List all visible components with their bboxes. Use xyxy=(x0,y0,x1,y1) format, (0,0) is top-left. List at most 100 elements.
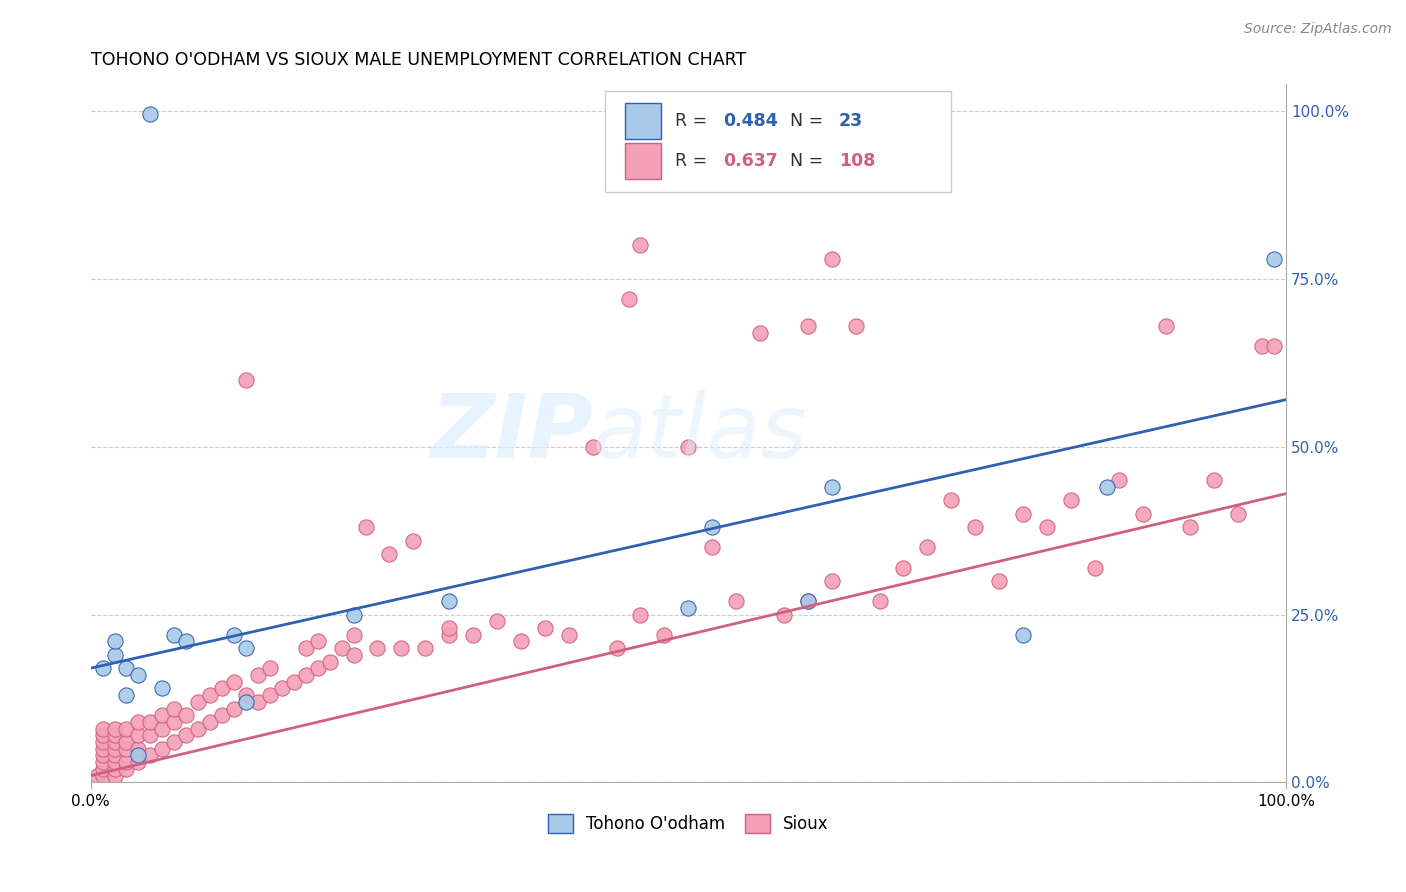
Point xyxy=(103,728,125,742)
Point xyxy=(115,661,138,675)
Point xyxy=(797,594,820,608)
Point xyxy=(869,594,891,608)
FancyBboxPatch shape xyxy=(624,143,661,179)
Point xyxy=(174,634,197,648)
Point xyxy=(103,722,125,736)
Point xyxy=(150,681,173,696)
Point xyxy=(294,641,316,656)
Point xyxy=(821,252,844,266)
Point xyxy=(702,520,724,534)
Point xyxy=(378,547,401,561)
Point xyxy=(115,741,138,756)
Point xyxy=(558,627,581,641)
Point xyxy=(1132,507,1154,521)
Point xyxy=(797,594,820,608)
Point xyxy=(91,748,114,763)
Point xyxy=(235,372,257,386)
Point xyxy=(163,701,186,715)
Text: Source: ZipAtlas.com: Source: ZipAtlas.com xyxy=(1244,22,1392,37)
FancyBboxPatch shape xyxy=(605,91,952,193)
Point xyxy=(139,107,162,121)
Point xyxy=(988,574,1011,588)
Point xyxy=(115,688,138,702)
Point xyxy=(330,641,353,656)
Point xyxy=(163,714,186,729)
Point xyxy=(127,714,149,729)
Point xyxy=(91,735,114,749)
Point xyxy=(654,627,676,641)
Point xyxy=(1012,507,1035,521)
Point xyxy=(1227,507,1250,521)
Point xyxy=(235,695,257,709)
Point xyxy=(103,748,125,763)
Legend: Tohono O'odham, Sioux: Tohono O'odham, Sioux xyxy=(547,814,830,833)
Text: R =: R = xyxy=(675,112,713,130)
Point xyxy=(797,318,820,333)
Point xyxy=(342,648,364,662)
Point xyxy=(1156,318,1178,333)
Point xyxy=(150,708,173,723)
Point xyxy=(127,741,149,756)
Point xyxy=(486,614,509,628)
Point xyxy=(259,688,281,702)
Point xyxy=(235,688,257,702)
Y-axis label: Male Unemployment: Male Unemployment xyxy=(0,354,7,513)
Point xyxy=(139,748,162,763)
Point xyxy=(91,741,114,756)
Point xyxy=(702,541,724,555)
Point xyxy=(115,755,138,769)
Point xyxy=(678,440,700,454)
Point xyxy=(606,641,628,656)
Point xyxy=(259,661,281,675)
Point xyxy=(174,708,197,723)
Point xyxy=(127,748,149,763)
Point xyxy=(103,634,125,648)
Text: 0.637: 0.637 xyxy=(723,152,778,170)
Point xyxy=(439,594,461,608)
Point xyxy=(354,520,377,534)
Text: N =: N = xyxy=(790,112,828,130)
Text: TOHONO O'ODHAM VS SIOUX MALE UNEMPLOYMENT CORRELATION CHART: TOHONO O'ODHAM VS SIOUX MALE UNEMPLOYMEN… xyxy=(90,51,745,69)
Point xyxy=(917,541,939,555)
Point xyxy=(91,762,114,776)
Point xyxy=(139,728,162,742)
Text: 23: 23 xyxy=(839,112,863,130)
Point xyxy=(1036,520,1059,534)
Point xyxy=(413,641,436,656)
Point xyxy=(1204,473,1226,487)
Point xyxy=(366,641,388,656)
Point xyxy=(115,762,138,776)
Point xyxy=(439,621,461,635)
Point xyxy=(163,627,186,641)
Point xyxy=(307,661,329,675)
Point xyxy=(270,681,292,696)
Point xyxy=(749,326,772,340)
Text: atlas: atlas xyxy=(593,390,807,476)
Point xyxy=(1095,480,1118,494)
Point xyxy=(630,238,652,252)
Point xyxy=(725,594,748,608)
Point xyxy=(115,735,138,749)
Text: 0.484: 0.484 xyxy=(723,112,778,130)
Point xyxy=(211,708,233,723)
Point xyxy=(821,574,844,588)
Point xyxy=(821,480,844,494)
Point xyxy=(187,722,209,736)
Point xyxy=(773,607,796,622)
Point xyxy=(103,755,125,769)
Point xyxy=(439,627,461,641)
Point xyxy=(150,741,173,756)
Point xyxy=(617,292,640,306)
Point xyxy=(91,722,114,736)
Point xyxy=(91,755,114,769)
Point xyxy=(103,648,125,662)
Point xyxy=(463,627,485,641)
Point xyxy=(893,560,915,574)
Point xyxy=(91,661,114,675)
Point xyxy=(246,668,269,682)
Point xyxy=(127,668,149,682)
Point xyxy=(150,722,173,736)
Point xyxy=(115,722,138,736)
Point xyxy=(139,714,162,729)
Point xyxy=(678,600,700,615)
